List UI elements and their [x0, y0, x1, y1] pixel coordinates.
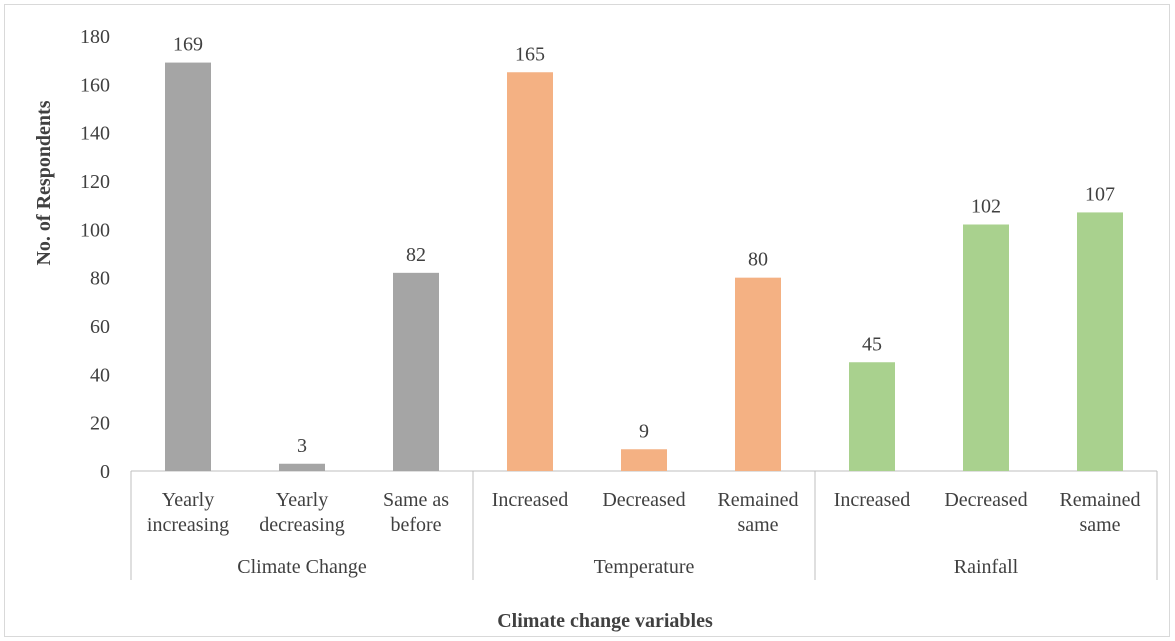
bar — [735, 277, 781, 471]
y-tick-label: 20 — [90, 413, 110, 435]
category-label: decreasing — [259, 514, 345, 536]
category-label: increasing — [147, 514, 229, 536]
data-labels: 169 3 82 165 9 80 45 102 107 — [173, 34, 1115, 457]
data-label: 3 — [297, 435, 307, 457]
data-label: 45 — [862, 333, 882, 355]
y-tick-label: 140 — [80, 123, 110, 145]
bar — [393, 272, 439, 471]
category-label: Increased — [834, 489, 911, 511]
category-labels: Yearly increasing Yearly decreasing Same as b… — [147, 489, 1141, 536]
y-tick-label: 0 — [100, 461, 110, 483]
data-label: 169 — [173, 34, 203, 56]
bars — [165, 62, 1123, 471]
category-label: same — [737, 514, 778, 536]
x-axis-title: Climate change variables — [497, 610, 713, 632]
group-label: Temperature — [594, 556, 695, 578]
bar — [507, 72, 553, 471]
category-label: Decreased — [944, 489, 1027, 511]
category-label: Increased — [492, 489, 569, 511]
category-label: Decreased — [602, 489, 685, 511]
category-label: before — [390, 514, 441, 536]
category-label: Yearly — [276, 489, 328, 511]
bar — [165, 62, 211, 471]
data-label: 82 — [406, 244, 426, 266]
data-label: 165 — [515, 43, 545, 65]
category-label: Yearly — [162, 489, 214, 511]
data-label: 80 — [748, 249, 768, 271]
category-label: Remained — [717, 489, 798, 511]
category-label: Remained — [1059, 489, 1140, 511]
y-tick-label: 40 — [90, 364, 110, 386]
y-tick-label: 100 — [80, 219, 110, 241]
y-tick-label: 160 — [80, 74, 110, 96]
category-label: same — [1079, 514, 1120, 536]
y-tick-label: 60 — [90, 316, 110, 338]
category-label: Same as — [383, 489, 449, 511]
chart-frame — [4, 4, 1170, 637]
group-label: Rainfall — [954, 556, 1019, 578]
data-label: 107 — [1085, 183, 1115, 205]
data-label: 9 — [639, 420, 649, 442]
bar — [849, 362, 895, 471]
data-label: 102 — [971, 196, 1001, 218]
y-axis-ticks: 0 20 40 60 80 100 120 140 160 180 — [80, 26, 110, 483]
y-tick-label: 180 — [80, 26, 110, 48]
group-labels: Climate Change Temperature Rainfall — [237, 556, 1018, 578]
y-tick-label: 80 — [90, 268, 110, 290]
bar — [1077, 212, 1123, 471]
bar — [621, 449, 667, 471]
y-tick-label: 120 — [80, 171, 110, 193]
group-label: Climate Change — [237, 556, 367, 578]
bar — [279, 463, 325, 471]
y-axis-title: No. of Respondents — [33, 100, 55, 265]
bar — [963, 224, 1009, 471]
